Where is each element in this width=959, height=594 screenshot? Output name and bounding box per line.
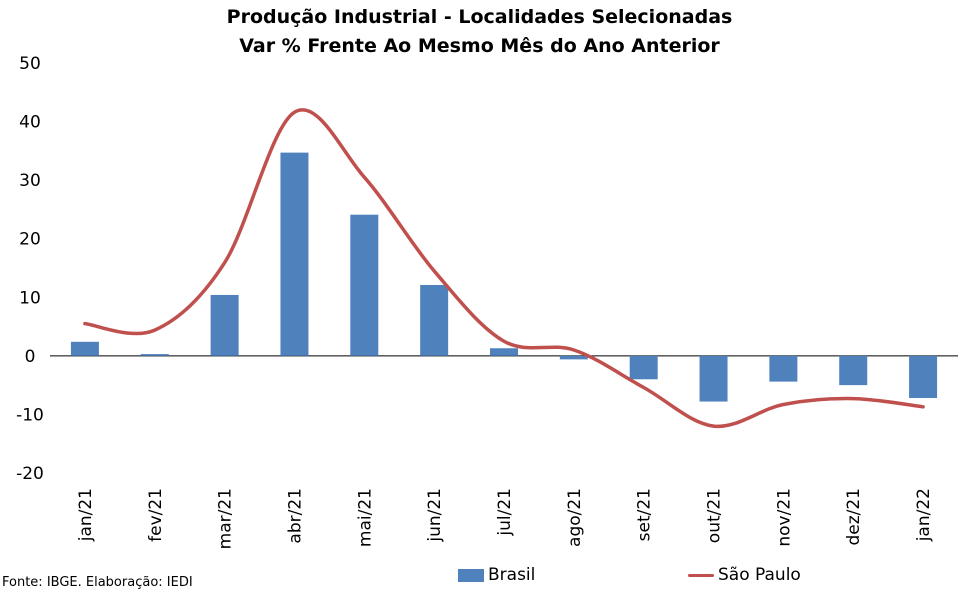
chart-subtitle: Var % Frente Ao Mesmo Mês do Ano Anterio… <box>239 35 720 57</box>
bar-brasil <box>70 341 99 356</box>
y-tick-label: 0 <box>25 347 36 367</box>
y-tick-label: 20 <box>19 230 41 250</box>
bar-brasil <box>140 354 169 356</box>
x-tick-label: ago/21 <box>565 488 585 547</box>
x-tick-label: out/21 <box>705 488 725 543</box>
bar-brasil <box>420 284 449 356</box>
legend-item-sao-paulo: São Paulo <box>688 565 801 585</box>
x-tick-label: abr/21 <box>285 488 305 544</box>
bar-brasil <box>769 355 798 382</box>
y-tick-label: 10 <box>19 288 41 308</box>
x-tick-label: set/21 <box>635 488 655 541</box>
x-tick-label: nov/21 <box>774 488 794 547</box>
bar-brasil <box>699 355 728 402</box>
bar-brasil <box>350 214 379 356</box>
chart-title: Produção Industrial - Localidades Seleci… <box>226 6 733 28</box>
legend-label-sao-paulo: São Paulo <box>718 565 801 585</box>
legend-label-brasil: Brasil <box>488 565 536 585</box>
bar-brasil <box>490 348 518 356</box>
bar-brasil <box>909 355 938 399</box>
legend-item-brasil: Brasil <box>458 565 535 585</box>
y-tick-label: -20 <box>16 464 44 484</box>
bar-brasil <box>280 152 309 356</box>
legend-swatch-sao-paulo <box>688 573 714 577</box>
x-tick-label: fev/21 <box>146 488 166 542</box>
x-tick-label: jan/21 <box>76 488 96 542</box>
line-sao-paulo <box>83 108 925 429</box>
bar-brasil <box>629 355 658 380</box>
x-tick-label: jul/21 <box>495 488 515 537</box>
bar-brasil <box>839 355 868 386</box>
y-tick-label: 30 <box>19 171 41 191</box>
bar-brasil <box>210 294 239 356</box>
bar-brasil <box>559 355 588 360</box>
y-tick-label: 40 <box>19 113 41 133</box>
source-note: Fonte: IBGE. Elaboração: IEDI <box>2 575 193 590</box>
x-tick-label: jan/22 <box>914 488 934 542</box>
legend-swatch-brasil <box>458 568 484 582</box>
y-tick-label: -10 <box>16 405 44 425</box>
x-tick-label: jun/21 <box>425 488 445 543</box>
x-tick-label: mai/21 <box>355 488 375 547</box>
x-tick-label: mar/21 <box>216 488 236 549</box>
x-tick-label: dez/21 <box>844 488 864 546</box>
y-tick-label: 50 <box>19 54 41 74</box>
